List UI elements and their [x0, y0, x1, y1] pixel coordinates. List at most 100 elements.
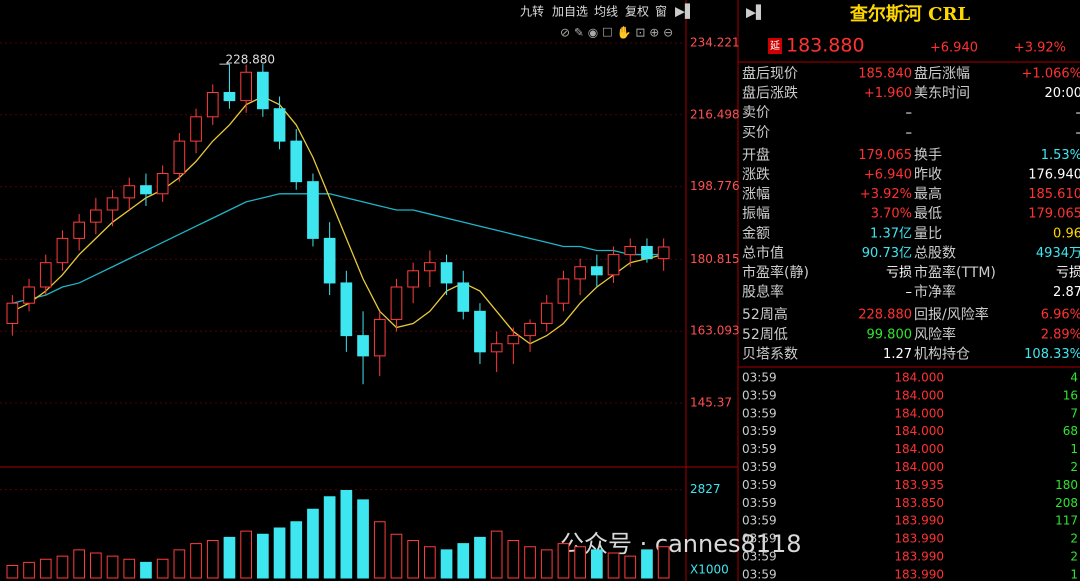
- candle-body: [440, 262, 453, 284]
- candle-body: [557, 278, 570, 304]
- moving-average: [12, 193, 664, 304]
- trade-volume: 1: [1070, 567, 1078, 581]
- volume-bar: [390, 533, 403, 579]
- badge: 延: [770, 40, 780, 52]
- trade-price: 183.990: [894, 567, 944, 581]
- volume-bar: [407, 540, 419, 579]
- stat-value: 1.27: [883, 347, 912, 362]
- volume-bar: [624, 555, 637, 579]
- tool-icons[interactable]: ⊘ ✎ ◉ ☐ ✋ ⊡ ⊕ ⊖: [560, 26, 673, 40]
- stat-label: 美东时间: [914, 86, 970, 102]
- change: +6.940: [930, 41, 978, 56]
- stat-value: –: [906, 285, 913, 300]
- stat-label: 最高: [914, 186, 942, 203]
- toolbar-button[interactable]: 均线: [594, 5, 618, 19]
- candle-body: [657, 246, 670, 260]
- volume-bar: [290, 521, 303, 579]
- candle-body: [6, 302, 19, 324]
- trade-price: 184.000: [894, 460, 944, 474]
- candle-body: [340, 282, 353, 337]
- stat-label: 机构持仓: [914, 346, 970, 362]
- stat-label: 52周低: [742, 327, 788, 343]
- candle-body: [257, 71, 269, 110]
- volume-bar: [6, 565, 19, 579]
- trade-time: 03:59: [742, 567, 777, 581]
- candle-body: [424, 262, 436, 272]
- stock-name: 查尔斯河 CRL: [850, 3, 971, 25]
- badge-bg: [768, 38, 782, 54]
- volume-bar: [39, 558, 52, 579]
- trade-time: 03:59: [742, 406, 777, 420]
- y-tick-label: 145.37: [690, 396, 732, 410]
- volume-bar: [73, 549, 85, 579]
- candle-body: [457, 282, 470, 312]
- y-tick-label: 216.498: [690, 107, 740, 121]
- candle-body: [540, 302, 553, 324]
- trade-time: 03:59: [742, 442, 777, 456]
- stat-label: 总股数: [914, 245, 956, 261]
- trade-volume: 16: [1063, 388, 1078, 402]
- trade-time: 03:59: [742, 460, 777, 474]
- volume-bar: [206, 540, 219, 579]
- volume-tick-label: 2827: [690, 482, 721, 496]
- stat-label: 振幅: [742, 206, 770, 222]
- stat-value: –: [906, 106, 913, 121]
- stat-label: 盘后涨幅: [914, 65, 970, 82]
- stat-label: 涨幅: [742, 187, 770, 203]
- candle-body: [56, 237, 69, 264]
- volume-bar: [257, 533, 269, 579]
- volume-bar: [223, 536, 236, 579]
- volume-bar: [156, 558, 169, 579]
- volume-bar: [557, 543, 570, 579]
- candle-body: [607, 254, 620, 276]
- volume-bar: [323, 496, 336, 579]
- stat-value: 1.53%: [1041, 148, 1080, 163]
- candle-body: [240, 71, 252, 102]
- trade-volume: 180: [1055, 478, 1078, 492]
- trade-price: 183.935: [894, 478, 944, 492]
- trade-volume: 7: [1070, 406, 1078, 420]
- stat-value: –: [1076, 106, 1080, 121]
- volume-bar: [273, 527, 286, 579]
- trade-time: 03:59: [742, 478, 777, 492]
- expand[interactable]: ▶▌: [675, 3, 695, 20]
- volume-bar: [123, 558, 136, 579]
- stat-label: 贝塔系数: [742, 346, 798, 362]
- stat-value: 0.96: [1053, 226, 1080, 241]
- volume-bar: [140, 561, 152, 579]
- candle-body: [156, 173, 169, 195]
- stat-label: 换手: [914, 146, 942, 163]
- candle-body: [507, 335, 520, 345]
- toolbar-button[interactable]: 加自选: [552, 5, 588, 19]
- candle-body: [591, 266, 603, 276]
- trade-volume: 4: [1070, 371, 1078, 385]
- candle-body: [223, 92, 236, 102]
- toolbar-button[interactable]: 九转: [520, 4, 544, 19]
- candle-body: [373, 318, 386, 357]
- stat-value: 亏损: [1056, 266, 1080, 281]
- stat-value: 2.89%: [1041, 327, 1080, 342]
- candle-body: [140, 185, 152, 195]
- trade-volume: 1: [1070, 442, 1078, 456]
- candle-body: [307, 181, 319, 239]
- stat-label: 金额: [742, 226, 770, 242]
- trade-price: 184.000: [894, 388, 944, 402]
- trade-volume: 2: [1070, 460, 1078, 474]
- trade-time: 03:59: [742, 514, 777, 528]
- trade-volume: 117: [1055, 514, 1078, 528]
- stat-value: –: [1076, 125, 1080, 140]
- trade-price: 184.000: [894, 406, 944, 420]
- toolbar-button[interactable]: 窗: [655, 5, 667, 19]
- panel-toggle[interactable]: ▶▌: [746, 4, 766, 21]
- stat-value: 179.065: [858, 148, 912, 163]
- stat-value: 2.87: [1053, 285, 1080, 300]
- volume-bar: [23, 561, 35, 579]
- y-tick-label: 180.815: [690, 252, 740, 266]
- volume-bar: [657, 546, 670, 579]
- trade-price: 183.990: [894, 514, 944, 528]
- volume-bar: [474, 536, 486, 579]
- toolbar-button[interactable]: 复权: [625, 5, 649, 19]
- volume-bar: [357, 499, 369, 579]
- stat-value: 176.940: [1028, 168, 1080, 183]
